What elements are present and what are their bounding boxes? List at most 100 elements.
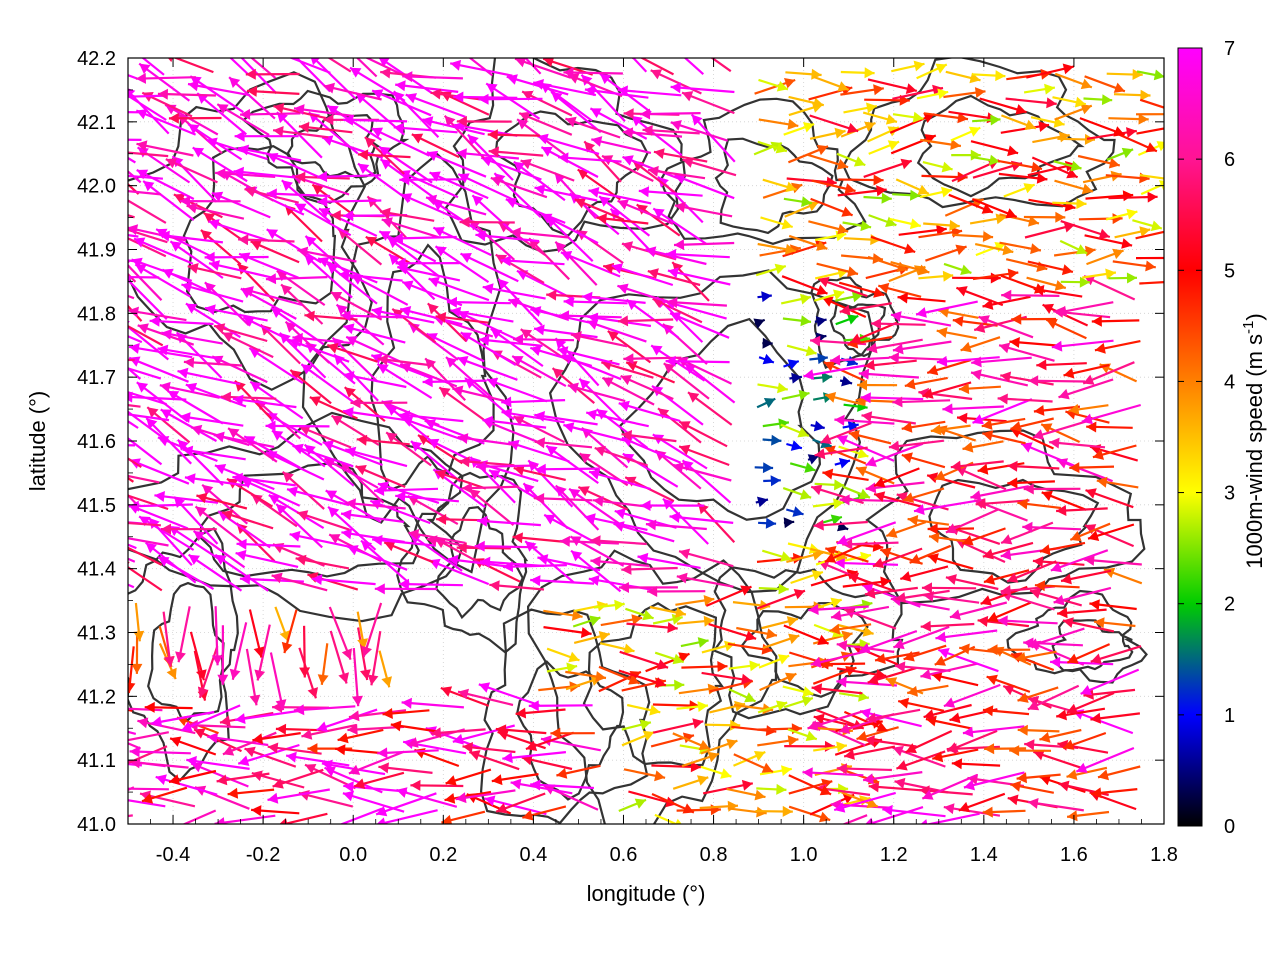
wind-vector bbox=[227, 427, 278, 463]
wind-vector bbox=[733, 753, 774, 773]
wind-vector bbox=[920, 620, 975, 632]
wind-vector bbox=[864, 735, 917, 748]
wind-vector bbox=[1066, 691, 1115, 714]
wind-vector-head bbox=[927, 523, 938, 535]
wind-vector-head bbox=[304, 444, 316, 456]
wind-vector-shaft bbox=[637, 555, 701, 569]
wind-vector bbox=[833, 791, 896, 813]
wind-vector-head bbox=[1016, 772, 1027, 784]
wind-vector-head bbox=[856, 466, 868, 477]
wind-vector bbox=[515, 707, 566, 719]
wind-vector-head bbox=[717, 661, 728, 672]
wind-vector-shaft bbox=[484, 797, 547, 816]
wind-vector-head bbox=[647, 586, 658, 597]
wind-vector bbox=[1084, 524, 1135, 548]
wind-vector bbox=[128, 742, 142, 750]
wind-vector-shaft bbox=[214, 464, 275, 491]
wind-vector bbox=[341, 528, 405, 544]
wind-vector-shaft bbox=[882, 808, 946, 818]
wind-vector-head bbox=[631, 614, 643, 625]
wind-vector-head bbox=[874, 491, 886, 502]
wind-vector bbox=[708, 623, 757, 642]
wind-vector-head bbox=[188, 554, 200, 565]
wind-vector-head bbox=[228, 428, 240, 439]
x-tick-label: 0.6 bbox=[610, 844, 638, 866]
terrain-contour bbox=[128, 411, 464, 623]
wind-vector-head bbox=[1167, 109, 1177, 120]
wind-vector-shaft bbox=[530, 783, 594, 790]
wind-vector bbox=[371, 534, 436, 547]
wind-vector bbox=[316, 708, 378, 732]
wind-vector-head bbox=[116, 320, 128, 330]
wind-vector-head bbox=[106, 282, 117, 293]
wind-vector bbox=[1006, 560, 1057, 583]
wind-vector-head bbox=[334, 35, 345, 46]
wind-vector bbox=[286, 486, 350, 507]
wind-vector-head bbox=[386, 432, 398, 443]
wind-vector bbox=[128, 786, 135, 792]
wind-vector-head bbox=[395, 491, 406, 503]
terrain-contour bbox=[396, 471, 529, 654]
terrain-contour bbox=[659, 97, 867, 245]
wind-vector-head bbox=[780, 551, 792, 562]
wind-vector-shaft bbox=[478, 683, 540, 707]
wind-vector bbox=[572, 615, 601, 628]
wind-vector bbox=[758, 583, 789, 595]
wind-vector-shaft bbox=[428, 559, 490, 586]
wind-vector bbox=[907, 515, 950, 526]
wind-vector bbox=[621, 719, 652, 731]
wind-vector-shaft bbox=[339, 807, 383, 824]
wind-vector-shaft bbox=[155, 775, 218, 796]
wind-vector bbox=[626, 622, 678, 633]
wind-vector-head bbox=[813, 519, 824, 531]
wind-vector-head bbox=[1066, 703, 1079, 714]
wind-vector-head bbox=[982, 705, 994, 717]
wind-vector-head bbox=[445, 775, 457, 786]
wind-vector bbox=[131, 632, 143, 674]
wind-vector bbox=[229, 622, 248, 681]
wind-vector-shaft bbox=[528, 704, 593, 707]
wind-vector bbox=[373, 485, 439, 496]
wind-vector-head bbox=[275, 699, 287, 711]
wind-vector-head bbox=[90, 452, 101, 462]
wind-vector bbox=[502, 561, 567, 573]
wind-vector-head bbox=[329, 534, 341, 544]
wind-vector-head bbox=[839, 494, 850, 506]
x-tick-label: 0.8 bbox=[700, 844, 728, 866]
wind-vector-head bbox=[982, 806, 993, 818]
wind-vector-head bbox=[813, 828, 824, 838]
wind-vector bbox=[296, 510, 350, 531]
wind-vector-head bbox=[131, 663, 143, 674]
wind-vector-head bbox=[82, 199, 93, 210]
wind-vector bbox=[900, 565, 949, 582]
wind-vector bbox=[1089, 599, 1137, 611]
wind-vector bbox=[345, 498, 406, 510]
wind-vector-head bbox=[707, 751, 719, 763]
wind-vector-head bbox=[522, 809, 534, 821]
wind-vector-head bbox=[876, 721, 888, 732]
x-tick-label: 1.6 bbox=[1060, 844, 1088, 866]
wind-vector-head bbox=[835, 550, 847, 561]
wind-vector-head bbox=[1022, 521, 1033, 533]
wind-vector bbox=[599, 642, 635, 655]
wind-vector-shaft bbox=[182, 448, 246, 461]
wind-vector-head bbox=[997, 615, 1008, 627]
wind-vector bbox=[676, 615, 715, 627]
wind-vector-shaft bbox=[192, 530, 246, 569]
terrain-contour bbox=[842, 58, 1116, 209]
wind-vector bbox=[640, 500, 705, 511]
wind-vector bbox=[141, 786, 188, 804]
wind-vector bbox=[207, 732, 269, 747]
wind-vector bbox=[128, 731, 170, 742]
wind-vector-head bbox=[929, 532, 940, 544]
wind-vector bbox=[361, 602, 383, 658]
wind-vector-head bbox=[864, 587, 876, 599]
wind-vector-head bbox=[112, 86, 123, 96]
wind-vector-head bbox=[510, 778, 522, 790]
wind-vector bbox=[672, 775, 709, 790]
wind-vector-head bbox=[184, 473, 196, 485]
wind-vector bbox=[1029, 588, 1083, 607]
wind-vector-head bbox=[512, 532, 523, 544]
wind-vector-shaft bbox=[292, 444, 354, 468]
